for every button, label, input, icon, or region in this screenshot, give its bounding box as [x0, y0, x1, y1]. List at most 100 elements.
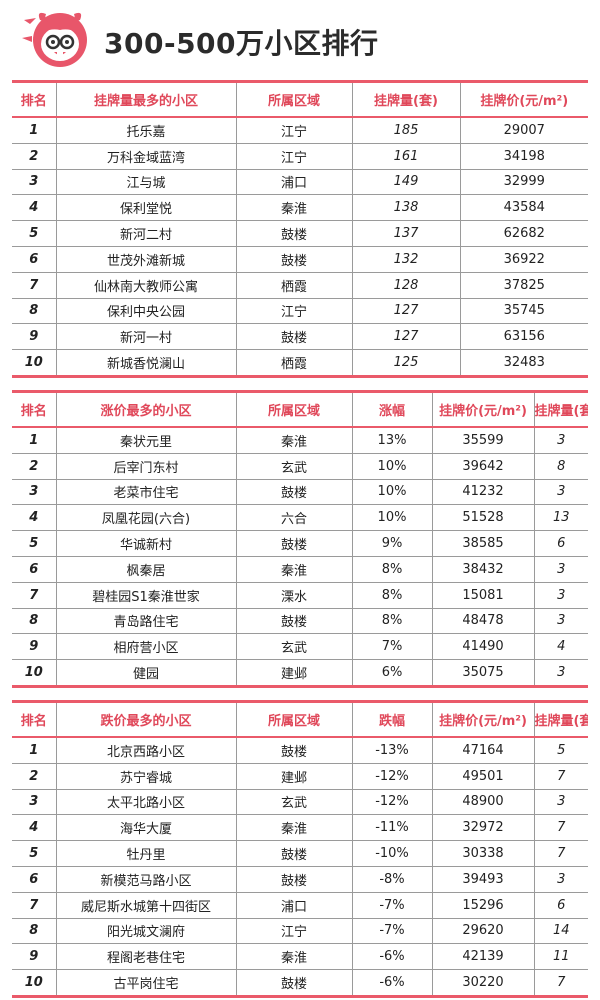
table-row: 9 相府营小区 玄武 7% 41490 4 — [12, 633, 588, 661]
table-row: 7 碧桂园S1秦淮世家 溧水 8% 15081 3 — [12, 582, 588, 609]
community-cell: 华诚新村 — [56, 530, 237, 557]
district-cell: 玄武 — [236, 789, 353, 816]
price-cell: 42139 — [432, 943, 535, 971]
listings-cell: 127 — [352, 323, 461, 351]
listings-cell: 132 — [352, 246, 461, 273]
community-cell: 凤凰花园(六合) — [56, 504, 237, 532]
price-cell: 49501 — [432, 763, 535, 790]
col-header-community: 挂牌量最多的小区 — [56, 80, 237, 118]
district-cell: 玄武 — [236, 453, 353, 480]
listings-cell: 14 — [534, 918, 588, 945]
rank-cell: 7 — [12, 582, 57, 609]
district-cell: 鼓楼 — [236, 608, 353, 635]
table-row: 10 健园 建邺 6% 35075 3 — [12, 659, 588, 688]
listings-cell: 11 — [534, 943, 588, 971]
price-cell: 32999 — [460, 169, 588, 196]
change-cell: 10% — [352, 479, 433, 506]
change-cell: -11% — [352, 814, 433, 842]
district-cell: 江宁 — [236, 143, 353, 170]
rank-cell: 10 — [12, 969, 57, 998]
table-row: 5 华诚新村 鼓楼 9% 38585 6 — [12, 530, 588, 557]
col-header-district: 所属区域 — [236, 390, 353, 428]
rank-cell: 3 — [12, 479, 57, 506]
price-cell: 48900 — [432, 789, 535, 816]
rank-cell: 8 — [12, 298, 57, 325]
table-header-row: 排名 跌价最多的小区 所属区域 跌幅 挂牌价(元/m²) 挂牌量(套) — [12, 700, 588, 738]
rank-cell: 2 — [12, 143, 57, 170]
district-cell: 鼓楼 — [236, 530, 353, 557]
table-row: 1 北京西路小区 鼓楼 -13% 47164 5 — [12, 737, 588, 764]
district-cell: 江宁 — [236, 918, 353, 945]
listings-cell: 7 — [534, 763, 588, 790]
table-row: 8 阳光城文澜府 江宁 -7% 29620 14 — [12, 918, 588, 945]
change-cell: -6% — [352, 943, 433, 971]
price-cell: 39493 — [432, 866, 535, 893]
change-cell: -6% — [352, 969, 433, 998]
rank-cell: 3 — [12, 789, 57, 816]
change-cell: 6% — [352, 659, 433, 688]
change-cell: 10% — [352, 453, 433, 480]
table-row: 6 枫秦居 秦淮 8% 38432 3 — [12, 556, 588, 583]
listings-cell: 3 — [534, 866, 588, 893]
change-cell: -12% — [352, 763, 433, 790]
rank-cell: 2 — [12, 763, 57, 790]
rank-cell: 3 — [12, 169, 57, 196]
district-cell: 江宁 — [236, 117, 353, 144]
district-cell: 六合 — [236, 504, 353, 532]
listings-cell: 127 — [352, 298, 461, 325]
table-row: 10 古平岗住宅 鼓楼 -6% 30220 7 — [12, 969, 588, 998]
listings-cell: 161 — [352, 143, 461, 170]
table-header-row: 排名 涨价最多的小区 所属区域 涨幅 挂牌价(元/m²) 挂牌量(套) — [12, 390, 588, 428]
listings-cell: 3 — [534, 556, 588, 583]
district-cell: 溧水 — [236, 582, 353, 609]
price-cell: 32483 — [460, 349, 588, 378]
price-cell: 37825 — [460, 272, 588, 299]
community-cell: 海华大厦 — [56, 814, 237, 842]
listings-cell: 149 — [352, 169, 461, 196]
community-cell: 碧桂园S1秦淮世家 — [56, 582, 237, 609]
price-cell: 34198 — [460, 143, 588, 170]
community-cell: 后宰门东村 — [56, 453, 237, 480]
price-cell: 51528 — [432, 504, 535, 532]
price-cell: 41490 — [432, 633, 535, 661]
change-cell: -8% — [352, 866, 433, 893]
price-cell: 15296 — [432, 892, 535, 919]
table-row: 4 海华大厦 秦淮 -11% 32972 7 — [12, 814, 588, 842]
community-cell: 相府营小区 — [56, 633, 237, 661]
listings-cell: 138 — [352, 194, 461, 222]
table-row: 2 万科金域蓝湾 江宁 161 34198 — [12, 143, 588, 170]
price-cell: 30220 — [432, 969, 535, 998]
change-cell: -7% — [352, 892, 433, 919]
listings-cell: 13 — [534, 504, 588, 532]
district-cell: 秦淮 — [236, 814, 353, 842]
table-row: 7 仙林南大教师公寓 栖霞 128 37825 — [12, 272, 588, 299]
change-cell: 10% — [352, 504, 433, 532]
table-row: 3 太平北路小区 玄武 -12% 48900 3 — [12, 789, 588, 816]
price-cell: 36922 — [460, 246, 588, 273]
change-cell: 13% — [352, 427, 433, 454]
col-header-listings: 挂牌量(套) — [534, 700, 588, 738]
listings-cell: 7 — [534, 969, 588, 998]
district-cell: 鼓楼 — [236, 220, 353, 247]
change-cell: 9% — [352, 530, 433, 557]
rank-cell: 6 — [12, 556, 57, 583]
change-cell: 8% — [352, 556, 433, 583]
district-cell: 浦口 — [236, 169, 353, 196]
table-row: 7 威尼斯水城第十四街区 浦口 -7% 15296 6 — [12, 892, 588, 919]
change-cell: -12% — [352, 789, 433, 816]
price-cell: 35075 — [432, 659, 535, 688]
community-cell: 托乐嘉 — [56, 117, 237, 144]
listings-cell: 137 — [352, 220, 461, 247]
district-cell: 鼓楼 — [236, 969, 353, 998]
community-cell: 新城香悦澜山 — [56, 349, 237, 378]
table-header-row: 排名 挂牌量最多的小区 所属区域 挂牌量(套) 挂牌价(元/m²) — [12, 80, 588, 118]
ranking-table-price-increase: 排名 涨价最多的小区 所属区域 涨幅 挂牌价(元/m²) 挂牌量(套) 1秦状元… — [12, 390, 588, 688]
rank-cell: 5 — [12, 220, 57, 247]
table-row: 8 青岛路住宅 鼓楼 8% 48478 3 — [12, 608, 588, 635]
price-cell: 32972 — [432, 814, 535, 842]
listings-cell: 7 — [534, 840, 588, 867]
col-header-district: 所属区域 — [236, 80, 353, 118]
rank-cell: 6 — [12, 866, 57, 893]
rank-cell: 6 — [12, 246, 57, 273]
table-row: 8 保利中央公园 江宁 127 35745 — [12, 298, 588, 325]
